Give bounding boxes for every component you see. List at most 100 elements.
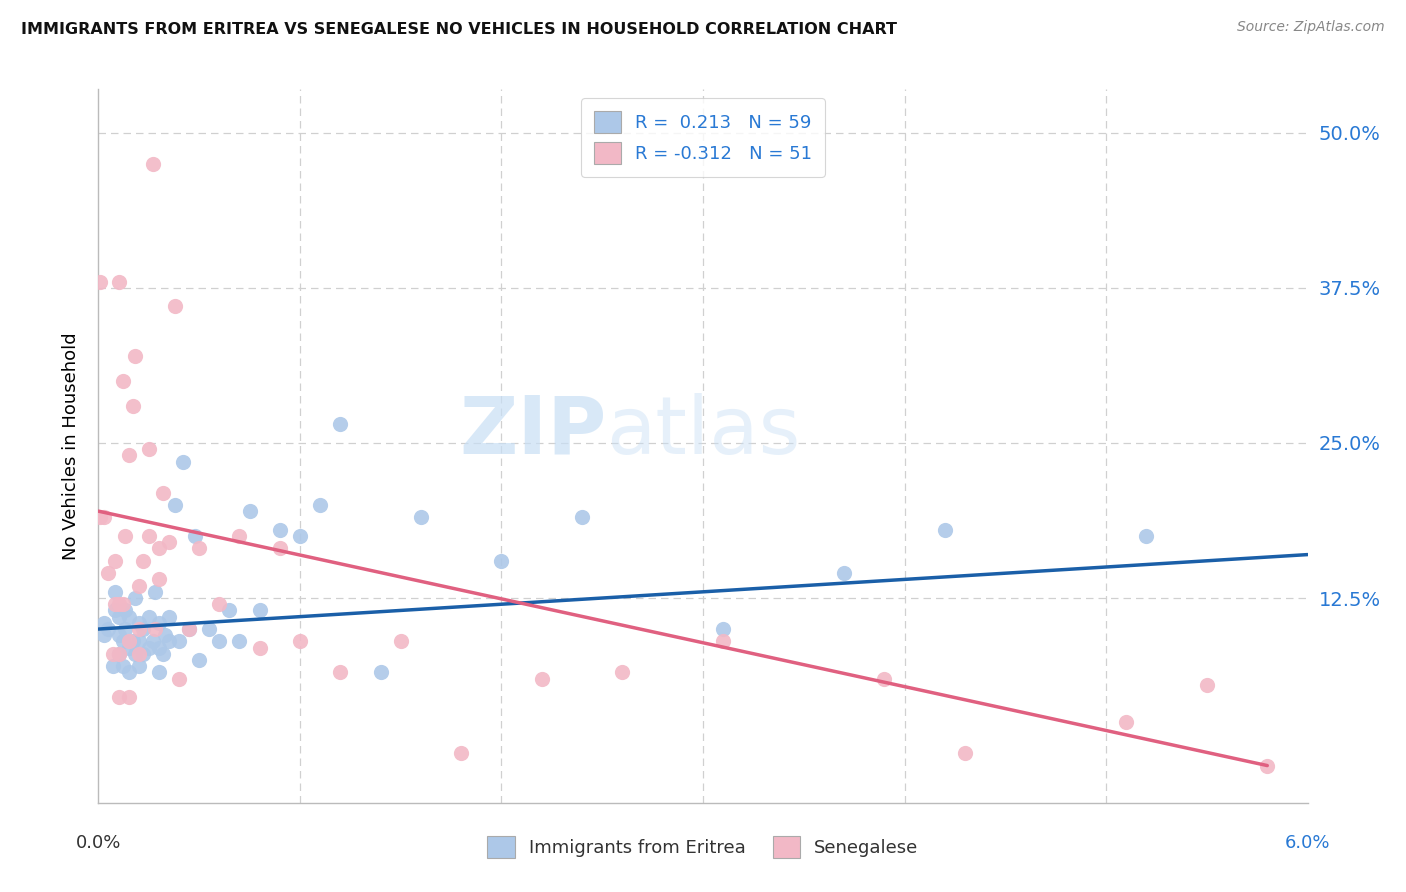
Point [93,510,115,524]
Point [138,442,160,456]
Point [148,665,170,680]
Point [208,634,231,648]
Point [97,622,120,636]
Point [571,510,593,524]
Y-axis label: No Vehicles in Household: No Vehicles in Household [62,332,80,560]
Text: IMMIGRANTS FROM ERITREA VS SENEGALESE NO VEHICLES IN HOUSEHOLD CORRELATION CHART: IMMIGRANTS FROM ERITREA VS SENEGALESE NO… [21,22,897,37]
Point [711,634,734,648]
Point [1115,715,1137,730]
Point [111,597,134,611]
Point [1195,678,1218,692]
Point [148,640,170,655]
Point [93,628,115,642]
Legend: Immigrants from Eritrea, Senegalese: Immigrants from Eritrea, Senegalese [481,829,925,865]
Point [101,659,124,673]
Point [167,672,190,686]
Point [118,665,141,680]
Point [124,591,146,605]
Point [132,647,155,661]
Point [157,609,180,624]
Point [218,603,240,617]
Point [370,665,392,680]
Point [107,597,129,611]
Point [249,603,271,617]
Point [103,597,125,611]
Point [111,374,134,388]
Point [288,634,311,648]
Text: Source: ZipAtlas.com: Source: ZipAtlas.com [1237,20,1385,34]
Point [142,634,165,648]
Point [138,529,160,543]
Point [118,609,141,624]
Point [93,615,115,630]
Point [124,349,146,363]
Point [329,417,352,432]
Point [934,523,956,537]
Point [249,640,271,655]
Point [138,609,160,624]
Point [132,554,155,568]
Point [143,584,166,599]
Point [128,659,150,673]
Point [953,746,976,760]
Point [491,554,513,568]
Point [103,584,125,599]
Point [239,504,262,518]
Point [107,628,129,642]
Point [152,647,174,661]
Point [167,634,190,648]
Point [157,535,180,549]
Point [269,541,291,556]
Point [128,579,150,593]
Point [143,622,166,636]
Text: atlas: atlas [606,392,800,471]
Point [89,275,111,289]
Point [711,622,734,636]
Point [89,510,111,524]
Point [450,746,472,760]
Point [118,690,141,705]
Point [1256,758,1278,772]
Point [832,566,855,581]
Point [128,622,150,636]
Point [148,541,170,556]
Point [118,640,141,655]
Point [124,647,146,661]
Point [389,634,412,648]
Point [103,554,125,568]
Point [142,156,165,170]
Point [179,622,201,636]
Point [188,541,211,556]
Point [208,597,231,611]
Point [128,615,150,630]
Point [157,634,180,648]
Point [103,603,125,617]
Point [179,622,201,636]
Point [114,529,136,543]
Point [107,647,129,661]
Point [107,609,129,624]
Point [228,634,250,648]
Point [188,653,211,667]
Point [873,672,896,686]
Point [97,566,120,581]
Point [152,485,174,500]
Point [148,615,170,630]
Point [309,498,332,512]
Point [153,628,176,642]
Point [172,454,194,468]
Point [409,510,432,524]
Point [111,634,134,648]
Point [107,647,129,661]
Point [128,647,150,661]
Point [198,622,221,636]
Point [101,647,124,661]
Point [530,672,553,686]
Point [612,665,634,680]
Point [114,603,136,617]
Point [138,640,160,655]
Point [163,299,186,313]
Point [269,523,291,537]
Text: 6.0%: 6.0% [1285,834,1330,852]
Point [128,634,150,648]
